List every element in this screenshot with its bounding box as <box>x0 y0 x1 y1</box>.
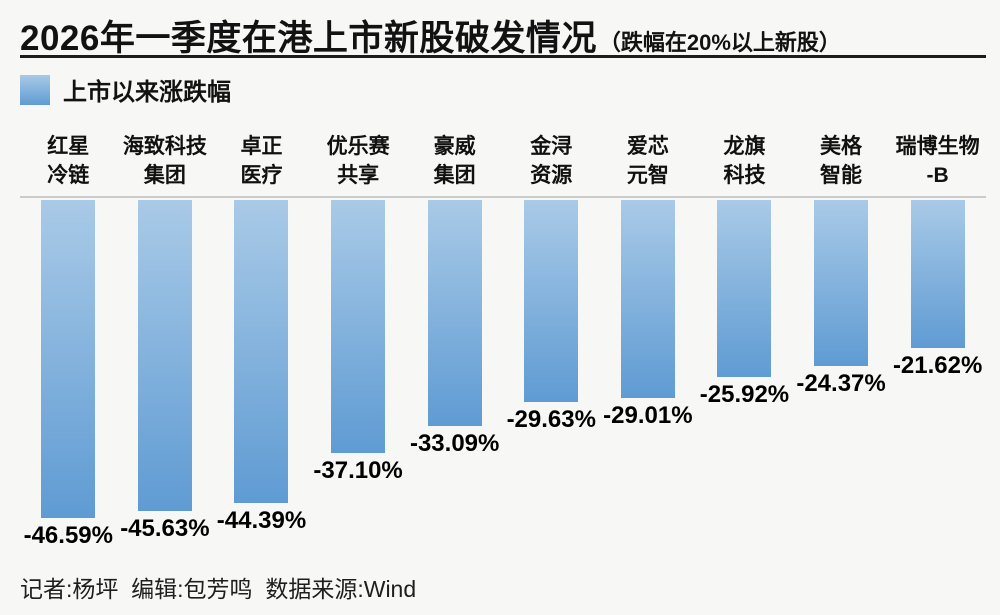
category-label: 瑞博生物 -B <box>895 135 980 187</box>
category-label: 红星 冷链 <box>47 135 90 187</box>
bar <box>41 200 96 518</box>
title-note: （跌幅在20%以上新股） <box>598 30 841 55</box>
bar-group: -45.63% <box>117 200 214 550</box>
bar-value-label: -46.59% <box>23 522 113 549</box>
bar-group: -46.59% <box>20 200 117 550</box>
bar <box>427 200 482 426</box>
category-label: 爱芯 元智 <box>626 135 669 187</box>
bar-group: -24.37% <box>793 200 890 550</box>
category-row: 红星 冷链 海致科技 集团 卓正 医疗 优乐赛 共享 豪威 集团 金浔 资源 爱芯 元智 龙旗 科技 美格 智能瑞… <box>20 118 986 196</box>
category-label: 豪威 集团 <box>433 135 476 187</box>
bar-group: -33.09% <box>406 200 503 550</box>
bars-row: -46.59% -45.63% -44.39% -37.10% -33.09% -29.6… <box>20 196 986 550</box>
bar-value-label: -29.63% <box>506 406 596 433</box>
bar <box>331 200 386 453</box>
bar <box>814 200 869 366</box>
bar-value-label: -24.37% <box>796 370 886 397</box>
bar-value-label: -44.39% <box>216 507 307 534</box>
category-label: 海致科技 集团 <box>122 135 207 187</box>
page-title: 2026年一季度在港上市新股破发情况 （跌幅在20%以上新股） <box>20 10 841 61</box>
bar-group: -44.39% <box>213 200 310 550</box>
bar <box>234 200 289 503</box>
credits-line: 记者:杨坪 编辑:包芳鸣 数据来源:Wind <box>20 576 417 602</box>
category-label: 美格 智能 <box>820 135 863 187</box>
title-divider <box>20 55 986 58</box>
bar-group: -29.63% <box>503 200 600 550</box>
bar <box>620 200 675 398</box>
bar-value-label: -45.63% <box>120 515 210 542</box>
category-label: 金浔 资源 <box>530 135 573 187</box>
bar-value-label: -21.62% <box>892 352 983 379</box>
category-label: 优乐赛 共享 <box>326 135 390 187</box>
bar-group: -25.92% <box>696 200 793 550</box>
legend: 上市以来涨跌幅 <box>20 72 231 107</box>
legend-label: 上市以来涨跌幅 <box>63 79 231 106</box>
legend-color-swatch <box>20 74 50 105</box>
bar <box>717 200 772 377</box>
bar-group: -37.10% <box>310 200 407 550</box>
bar-value-label: -25.92% <box>699 381 790 408</box>
bar <box>137 200 192 511</box>
bar <box>910 200 965 348</box>
bar-value-label: -37.10% <box>313 457 403 484</box>
category-label: 龙旗 科技 <box>723 135 766 187</box>
bar-chart: 红星 冷链 海致科技 集团 卓正 医疗 优乐赛 共享 豪威 集团 金浔 资源 爱芯 元智 龙旗 科技 美格 智能瑞… <box>20 118 986 550</box>
bar-group: -21.62% <box>889 200 986 550</box>
title-text: 2026年一季度在港上市新股破发情况 <box>20 19 597 58</box>
bar-group: -29.01% <box>600 200 697 550</box>
bar-value-label: -29.01% <box>603 402 693 429</box>
bar-value-label: -33.09% <box>409 430 500 457</box>
bar <box>524 200 579 402</box>
category-label: 卓正 医疗 <box>240 135 283 187</box>
